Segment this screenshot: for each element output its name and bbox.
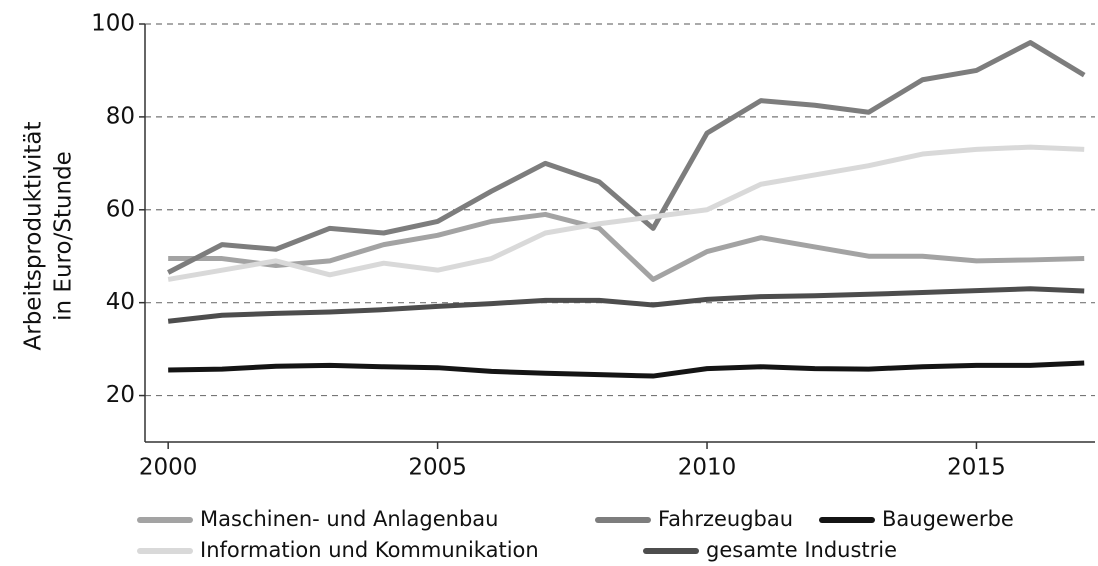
legend-label: Baugewerbe (882, 507, 1014, 531)
y-tick-label: 40 (106, 289, 135, 315)
legend-label: gesamte Industrie (706, 538, 897, 562)
legend-label: Fahrzeugbau (658, 507, 793, 531)
series-line (168, 360, 1085, 379)
y-axis-label: in Euro/Stunde (51, 151, 77, 321)
x-tick-label: 2015 (947, 455, 1006, 481)
series-line (167, 40, 1086, 275)
legend-label: Information und Kommunikation (200, 538, 539, 562)
x-tick-label: 2005 (408, 455, 467, 481)
legend-label: Maschinen- und Anlagenbau (200, 507, 498, 531)
x-tick-label: 2010 (678, 455, 737, 481)
series-line (167, 286, 1085, 324)
series-line (167, 144, 1085, 282)
y-tick-label: 60 (106, 196, 135, 222)
y-tick-label: 100 (91, 11, 135, 37)
series-line (168, 211, 1085, 282)
y-axis-label: Arbeitsproduktivität (21, 122, 47, 351)
y-tick-label: 20 (106, 382, 135, 408)
x-tick-label: 2000 (139, 455, 198, 481)
y-tick-label: 80 (106, 103, 135, 129)
